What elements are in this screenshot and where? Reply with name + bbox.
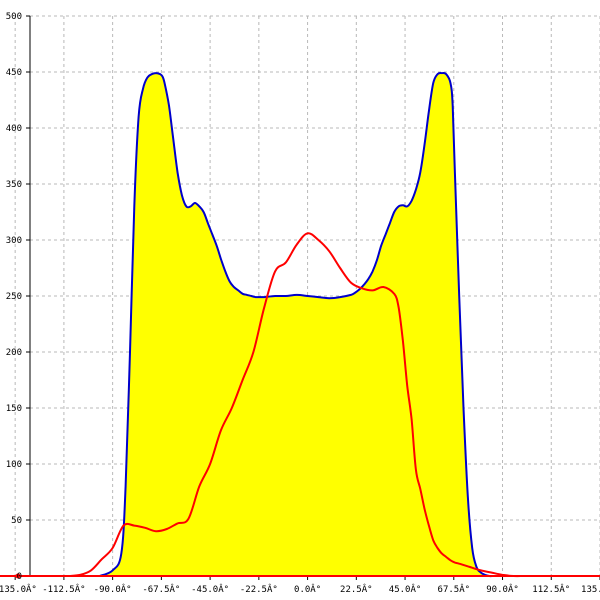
- y-tick-label: 500: [6, 12, 22, 22]
- series-lines: [69, 72, 546, 578]
- y-tick-label: 150: [6, 404, 22, 414]
- y-tick-label: 200: [6, 348, 22, 358]
- y-tick-label: 100: [6, 460, 22, 470]
- y-tick-label: 350: [6, 180, 22, 190]
- x-tick-label: -22.5Â°: [240, 583, 278, 595]
- y-tick-label: 450: [6, 68, 22, 78]
- x-tick-label: 45.0Â°: [389, 583, 422, 595]
- y-tick-label: 250: [6, 292, 22, 302]
- series-0-area: [99, 73, 516, 577]
- x-tick-label: -67.5Â°: [142, 583, 180, 595]
- x-tick-label: 90.0Â°: [486, 583, 519, 595]
- y-tick-label: 300: [6, 236, 22, 246]
- x-tick-label: 135.0Â°: [581, 583, 600, 595]
- series-1-line: [69, 232, 546, 578]
- tick-labels: -135.0Â° -112.5Â° -90.0Â° -67.5Â° -45.0Â° -22…: [0, 12, 600, 595]
- x-tick-label: 0.0Â°: [294, 583, 321, 595]
- y-tick-label: 400: [6, 124, 22, 134]
- series-0-line: [99, 72, 516, 578]
- x-tick-label: 112.5Â°: [532, 583, 570, 595]
- y-tick-label: 0: [17, 572, 22, 582]
- y-tick-label: 50: [11, 516, 22, 526]
- x-tick-label: -135.0Â°: [0, 583, 37, 595]
- x-tick-label: -45.0Â°: [191, 583, 229, 595]
- x-tick-label: -90.0Â°: [94, 583, 132, 595]
- baseline-marker: [15, 573, 21, 579]
- x-tick-label: 22.5Â°: [340, 583, 373, 595]
- axes: [0, 15, 600, 580]
- x-tick-label: 67.5Â°: [438, 583, 471, 595]
- area-fill-layer: [99, 73, 516, 577]
- x-tick-label: -112.5Â°: [42, 583, 85, 595]
